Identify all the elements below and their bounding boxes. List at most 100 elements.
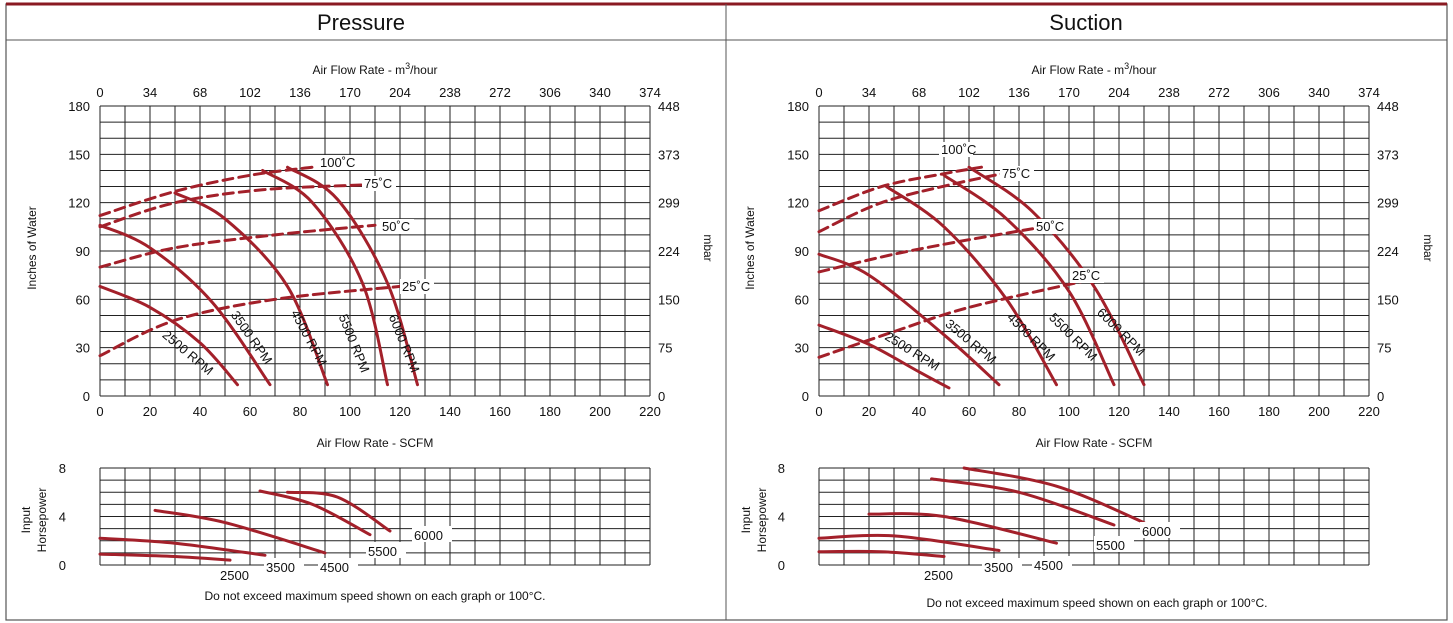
left-axis-title: Inches of Water xyxy=(743,206,757,290)
hp-tick-label: 0 xyxy=(778,558,785,573)
bottom-tick-label: 160 xyxy=(489,404,511,419)
performance-curves xyxy=(98,165,419,387)
hp-tick-label: 0 xyxy=(59,558,66,573)
temp-curve-75-c xyxy=(817,168,1021,234)
hp-label-6000: 6000 xyxy=(1142,524,1171,539)
left-tick-label: 30 xyxy=(795,341,809,356)
bottom-tick-label: 140 xyxy=(439,404,461,419)
bottom-axis-title: Air Flow Rate - SCFM xyxy=(1036,436,1153,450)
right-tick-label: 75 xyxy=(658,341,672,356)
hp-label-bg-6000 xyxy=(1140,522,1180,538)
rpm-curve-6000-rpm xyxy=(286,165,419,387)
horsepower-curves xyxy=(98,489,392,562)
hp-label-3500: 3500 xyxy=(984,560,1013,575)
left-tick-label: 180 xyxy=(68,99,90,114)
bottom-tick-label: 0 xyxy=(815,404,822,419)
top-tick-label: 68 xyxy=(193,85,207,100)
left-tick-label: 0 xyxy=(802,389,809,404)
bottom-tick-label: 180 xyxy=(1258,404,1280,419)
top-tick-label: 102 xyxy=(958,85,980,100)
hp-curve-4500 xyxy=(153,508,327,555)
bottom-tick-label: 200 xyxy=(1308,404,1330,419)
top-tick-label: 170 xyxy=(339,85,361,100)
temp-curve-25-c xyxy=(817,280,1083,359)
rpm-curve-3500-rpm xyxy=(817,252,1001,387)
hp-curve-5500 xyxy=(930,477,1116,527)
bottom-tick-label: 80 xyxy=(1012,404,1026,419)
temp-label-50: 50˚C xyxy=(1036,219,1064,234)
hp-tick-label: 4 xyxy=(778,510,785,525)
right-tick-label: 448 xyxy=(1377,99,1399,114)
bottom-tick-label: 100 xyxy=(1058,404,1080,419)
temp-label-bg-25 xyxy=(1070,268,1104,283)
right-tick-label: 224 xyxy=(658,244,680,259)
hp-label-3500: 3500 xyxy=(266,560,295,575)
hp-axis-title-line1: Input xyxy=(739,506,753,533)
top-tick-label: 340 xyxy=(1308,85,1330,100)
bottom-tick-label: 80 xyxy=(293,404,307,419)
left-tick-labels: 180 150 120 90 60 30 0 xyxy=(68,99,90,404)
right-axis-title: mbar xyxy=(1421,234,1435,261)
top-tick-label: 136 xyxy=(1008,85,1030,100)
right-tick-label: 150 xyxy=(1377,292,1399,307)
bottom-tick-label: 160 xyxy=(1208,404,1230,419)
top-tick-label: 68 xyxy=(912,85,926,100)
bottom-tick-label: 0 xyxy=(96,404,103,419)
temp-label-25: 25˚C xyxy=(402,279,430,294)
top-tick-label: 306 xyxy=(1258,85,1280,100)
top-tick-label: 0 xyxy=(815,85,822,100)
left-tick-label: 180 xyxy=(787,99,809,114)
hp-label-5500: 5500 xyxy=(368,544,397,559)
bottom-tick-label: 20 xyxy=(862,404,876,419)
hp-axis-title-line2: Horsepower xyxy=(35,488,49,553)
temp-label-bg-50 xyxy=(380,219,414,234)
left-tick-label: 90 xyxy=(76,244,90,259)
bottom-tick-label: 140 xyxy=(1158,404,1180,419)
left-tick-label: 90 xyxy=(795,244,809,259)
hp-axis-title-line1: Input xyxy=(19,506,33,533)
left-tick-label: 60 xyxy=(76,292,90,307)
right-tick-label: 299 xyxy=(1377,196,1399,211)
hp-label-bg-6000 xyxy=(412,526,452,542)
right-tick-label: 373 xyxy=(658,147,680,162)
bottom-tick-label: 180 xyxy=(539,404,561,419)
hp-label-bg-3500 xyxy=(264,558,304,574)
left-tick-label: 60 xyxy=(795,292,809,307)
rpm-curve-2500-rpm xyxy=(817,323,951,390)
top-tick-label: 34 xyxy=(143,85,157,100)
temp-curve-100-c xyxy=(98,165,314,218)
bottom-tick-label: 100 xyxy=(339,404,361,419)
hp-grid xyxy=(99,467,651,566)
left-tick-label: 150 xyxy=(68,147,90,162)
right-tick-label: 75 xyxy=(1377,341,1391,356)
top-tick-label: 374 xyxy=(1358,85,1380,100)
hp-label-4500: 4500 xyxy=(320,560,349,575)
right-tick-label: 224 xyxy=(1377,244,1399,259)
hp-curve-6000 xyxy=(962,466,1146,525)
top-tick-label: 238 xyxy=(439,85,461,100)
temp-label-bg-25 xyxy=(400,279,434,294)
bottom-tick-labels: 0 20 40 60 80 100 120 140 160 180 200 220 xyxy=(96,404,660,419)
top-tick-label: 0 xyxy=(96,85,103,100)
hp-curve-3500 xyxy=(98,536,267,557)
hp-tick-label: 4 xyxy=(59,510,66,525)
top-tick-labels: 0 34 68 102 136 170 204 238 272 306 340 374 xyxy=(96,85,660,100)
hp-label-bg-2500 xyxy=(216,566,260,582)
performance-curves xyxy=(817,165,1146,390)
rpm-curve-4500-rpm xyxy=(885,185,1058,387)
left-tick-label: 30 xyxy=(76,341,90,356)
right-tick-label: 0 xyxy=(1377,389,1384,404)
bottom-tick-label: 120 xyxy=(1108,404,1130,419)
top-tick-label: 238 xyxy=(1158,85,1180,100)
hp-tick-label: 8 xyxy=(59,461,66,476)
hp-curve-2500 xyxy=(98,552,232,562)
left-tick-labels: 180 150 120 90 60 30 0 xyxy=(787,99,809,404)
rpm-curve-5500-rpm xyxy=(261,168,389,387)
right-tick-labels: 448 373 299 224 150 75 0 xyxy=(1377,99,1399,404)
temp-label-100: 100˚C xyxy=(941,142,976,157)
top-tick-label: 340 xyxy=(589,85,611,100)
top-tick-label: 136 xyxy=(289,85,311,100)
hp-curve-5500 xyxy=(258,489,372,537)
hp-axis-title-line2: Horsepower xyxy=(755,488,769,553)
